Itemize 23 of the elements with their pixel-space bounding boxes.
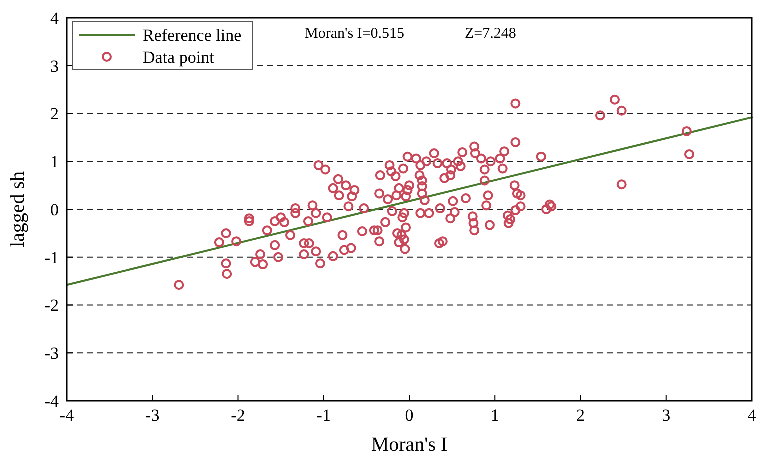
legend-label: Data point xyxy=(143,48,215,67)
y-tick-label: 3 xyxy=(50,56,59,76)
y-tick-label: -2 xyxy=(44,296,59,316)
y-tick-label: 1 xyxy=(50,152,59,172)
x-tick-label: 1 xyxy=(490,406,500,425)
x-tick-label: 4 xyxy=(748,406,757,425)
legend-label: Reference line xyxy=(143,26,242,45)
annotation: Moran's I=0.515 xyxy=(305,26,404,42)
x-tick-label: -2 xyxy=(231,406,246,425)
x-tick-label: -1 xyxy=(316,406,331,425)
y-tick-label: 4 xyxy=(50,8,60,28)
y-tick-label: 0 xyxy=(50,200,59,220)
x-tick-label: 2 xyxy=(576,406,585,425)
y-tick-label: -3 xyxy=(44,344,59,364)
y-axis-title: lagged sh xyxy=(7,171,29,248)
x-tick-label: 3 xyxy=(662,406,671,425)
y-tick-label: -1 xyxy=(44,248,59,268)
annotation: Z=7.248 xyxy=(465,26,516,42)
x-tick-label: 0 xyxy=(405,406,414,425)
y-tick-label: -4 xyxy=(44,392,60,411)
x-axis-title: Moran's I xyxy=(371,434,448,456)
x-tick-label: -3 xyxy=(146,406,160,425)
y-tick-label: 2 xyxy=(50,104,59,124)
